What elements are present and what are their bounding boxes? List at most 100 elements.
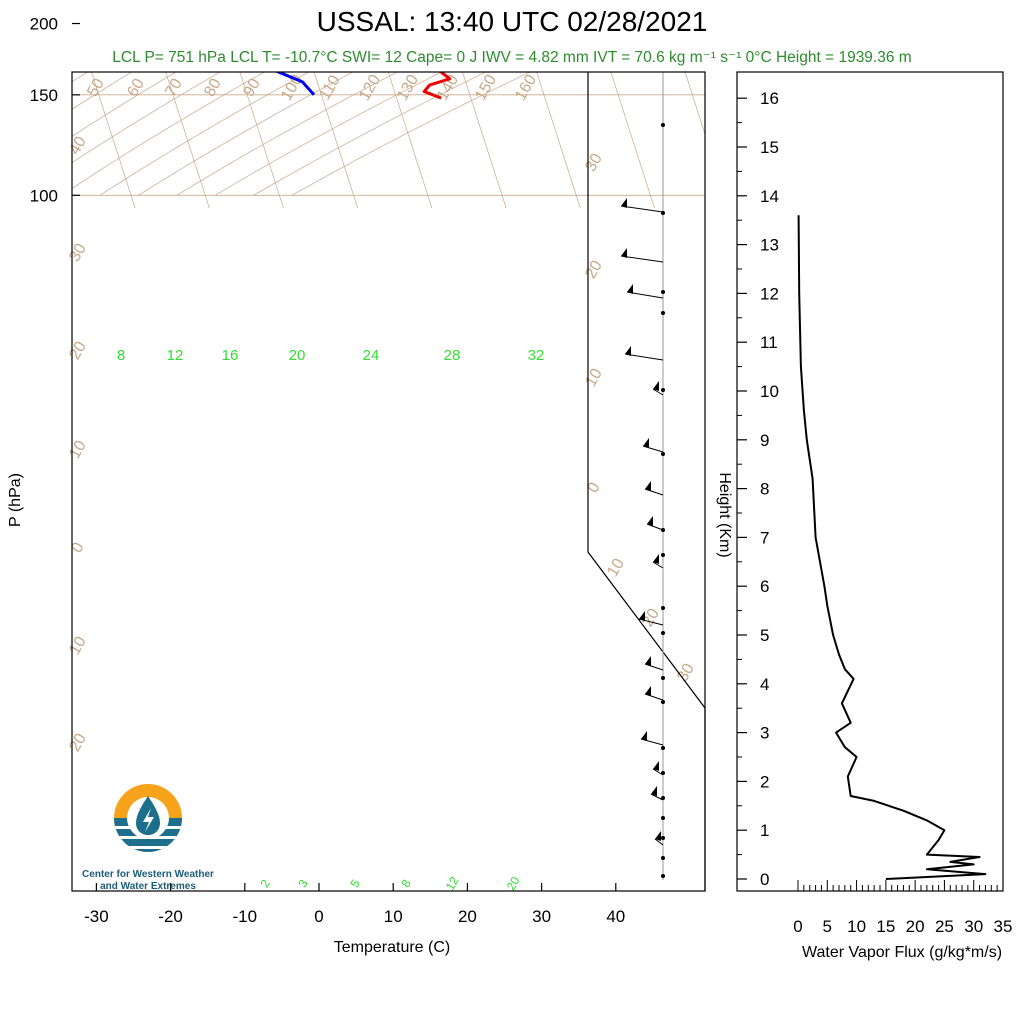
isotherm-line <box>536 72 581 209</box>
flux-tick-label: 25 <box>935 917 954 936</box>
wind-level-dot <box>661 856 665 860</box>
adiabat-label: 80 <box>201 76 225 100</box>
flux-tick-label: 35 <box>994 917 1013 936</box>
height-tick-label: 10 <box>760 382 779 401</box>
wind-level-dot <box>661 746 665 750</box>
wind-level-dot <box>661 771 665 775</box>
wind-barb-staff <box>652 561 664 569</box>
wind-level-dot <box>661 631 665 635</box>
wind-barb-flag <box>641 731 647 741</box>
height-tick-label: 5 <box>760 626 769 645</box>
wind-barb-flag <box>639 611 645 621</box>
flux-tick-label: 20 <box>906 917 925 936</box>
adiabat-label: 60 <box>124 76 148 100</box>
pressure-tick-label: 150 <box>30 86 58 105</box>
wind-barb-flag <box>645 686 651 696</box>
height-tick-label: 12 <box>760 284 779 303</box>
isotherm-line <box>387 72 433 209</box>
wind-level-dot <box>661 211 665 215</box>
wind-barb-flag <box>651 786 657 796</box>
height-tick-label: 2 <box>760 772 769 791</box>
logo-text-line1: Center for Western Weather <box>82 869 214 880</box>
height-tick-label: 7 <box>760 528 769 547</box>
isotherm-line <box>684 72 705 136</box>
height-tick-label: 14 <box>760 187 779 206</box>
adiabat-label: 50 <box>84 76 108 100</box>
isotherm-line <box>610 72 655 209</box>
chart-title: USSAL: 13:40 UTC 02/28/2021 <box>316 6 708 37</box>
wind-level-dot <box>661 123 665 127</box>
wind-level-dot <box>661 528 665 532</box>
wind-barb-flag <box>655 831 661 841</box>
height-tick-label: 3 <box>760 724 769 743</box>
flux-tick-label: 30 <box>964 917 983 936</box>
water-vapor-flux-line <box>797 215 987 880</box>
flux-tick-label: 15 <box>876 917 895 936</box>
temperature-tick-label: 20 <box>458 907 477 926</box>
wind-barb-flag <box>645 481 651 491</box>
wind-barb-staff <box>646 523 664 531</box>
wind-barb-flag <box>643 438 649 448</box>
wind-level-dot <box>661 874 665 878</box>
flux-tick-label: 5 <box>823 917 832 936</box>
mixing-ratio-label: 12 <box>167 347 184 364</box>
isotherm-line <box>91 72 136 209</box>
wind-barb-flag <box>653 761 659 771</box>
temperature-tick-label: -30 <box>84 907 109 926</box>
isotherm-line <box>760 0 951 208</box>
wind-barb-flag <box>625 346 631 356</box>
skewt-y-axis-title: P (hPa) <box>7 473 24 527</box>
mixing-ratio-label: 32 <box>528 347 545 364</box>
height-tick-label: 15 <box>760 138 779 157</box>
wind-barb-staff <box>620 205 664 213</box>
wind-level-dot <box>661 452 665 456</box>
wind-barb-staff <box>652 388 664 396</box>
mixing-ratio-label: 20 <box>289 347 306 364</box>
skewt-x-axis-title: Temperature (C) <box>334 939 450 956</box>
height-tick-label: 1 <box>760 821 769 840</box>
wind-level-dot <box>661 290 665 294</box>
wind-level-dot <box>661 388 665 392</box>
skewt-plot-area <box>72 72 705 891</box>
mixing-ratio-label: 20 <box>504 874 523 893</box>
adiabat-label: 90 <box>240 76 264 100</box>
cw3e-logo <box>114 784 182 852</box>
height-tick-label: 9 <box>760 431 769 450</box>
wind-level-dot <box>661 606 665 610</box>
temperature-tick-label: -20 <box>158 907 183 926</box>
flux-plot-frame <box>736 71 1004 892</box>
temperature-tick-label: 30 <box>532 907 551 926</box>
pressure-tick-label: 200 <box>30 15 58 34</box>
temperature-tick-label: 0 <box>314 907 323 926</box>
wind-level-dot <box>661 700 665 704</box>
wind-barb-staff <box>624 353 664 361</box>
wind-level-dot <box>661 816 665 820</box>
temperature-tick-label: 40 <box>606 907 625 926</box>
logo-text-line2: and Water Extremes <box>100 881 196 892</box>
height-tick-label: 4 <box>760 675 769 694</box>
mixing-ratio-label: 28 <box>444 347 461 364</box>
isotherm-line <box>462 72 507 209</box>
wind-barb-staff <box>620 255 664 263</box>
mixing-ratio-label: 12 <box>443 874 462 893</box>
wind-barb-flag <box>621 248 627 258</box>
height-tick-label: 0 <box>760 870 769 889</box>
wind-barb-flag <box>653 381 659 391</box>
isotherm-line <box>165 72 210 209</box>
wind-level-dot <box>661 676 665 680</box>
temperature-tick-label: 10 <box>384 907 403 926</box>
mixing-ratio-label: 16 <box>222 347 239 364</box>
wind-level-dot <box>661 553 665 557</box>
pressure-tick-label: 100 <box>30 186 58 205</box>
wind-barb-flag <box>645 656 651 666</box>
adiabat-label: 30 <box>674 661 698 685</box>
wind-barb-flag <box>627 284 633 294</box>
wind-level-dot <box>661 836 665 840</box>
height-tick-label: 11 <box>760 333 778 352</box>
isotherm-line <box>239 72 284 209</box>
flux-tick-label: 10 <box>847 917 866 936</box>
isotherm-line <box>686 0 877 208</box>
wind-level-dot <box>661 796 665 800</box>
mixing-ratio-label: 24 <box>363 347 380 364</box>
